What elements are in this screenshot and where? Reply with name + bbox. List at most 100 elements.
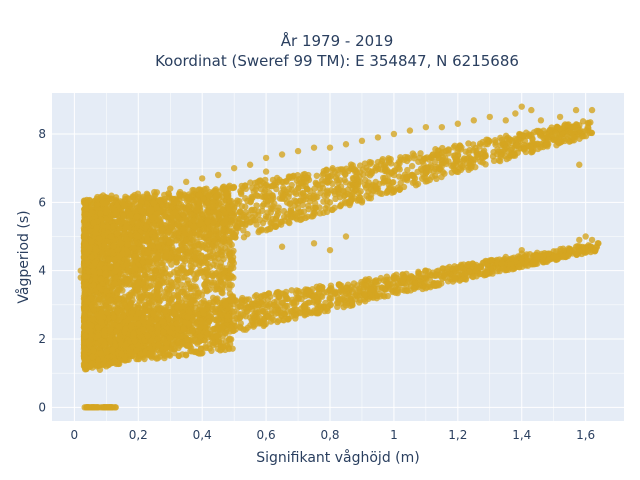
data-point: [457, 166, 465, 174]
data-point: [473, 147, 480, 155]
data-point: [240, 227, 247, 234]
data-point: [335, 299, 342, 306]
data-point: [509, 265, 516, 273]
data-point: [454, 151, 462, 158]
data-point: [331, 204, 338, 211]
data-point: [530, 129, 538, 136]
data-point: [366, 158, 373, 166]
data-point: [249, 312, 257, 319]
data-point: [234, 197, 241, 204]
data-point: [457, 161, 464, 168]
data-point: [322, 177, 329, 185]
data-point: [497, 134, 504, 142]
data-point: [438, 163, 445, 171]
data-point: [570, 133, 577, 141]
data-point: [423, 164, 430, 171]
data-point: [561, 121, 569, 128]
data-point: [466, 268, 473, 275]
data-point: [352, 295, 359, 303]
data-point: [380, 179, 387, 186]
data-point: [250, 188, 258, 195]
data-point: [268, 218, 275, 226]
data-point: [269, 192, 276, 199]
data-point: [264, 213, 272, 221]
data-point: [139, 258, 147, 266]
data-point: [322, 205, 329, 212]
data-point: [350, 189, 357, 196]
data-point: [292, 315, 299, 322]
data-point: [410, 285, 418, 293]
data-point: [250, 323, 257, 330]
data-point: [444, 265, 451, 272]
data-point: [571, 123, 578, 131]
data-point: [337, 166, 344, 173]
data-point: [432, 271, 440, 278]
data-point: [351, 195, 358, 202]
data-point: [291, 197, 298, 204]
data-point: [253, 221, 260, 228]
data-point: [467, 159, 475, 167]
data-point: [552, 129, 559, 137]
data-point: [335, 289, 342, 296]
data-point: [319, 184, 327, 192]
data-point: [576, 126, 583, 134]
data-point: [360, 171, 367, 178]
data-point: [247, 179, 254, 186]
data-point: [187, 262, 194, 270]
data-point: [395, 158, 403, 166]
data-point: [277, 308, 284, 316]
data-point: [317, 189, 324, 197]
data-point: [586, 129, 593, 137]
data-point: [262, 176, 269, 184]
data-point: [467, 164, 475, 172]
data-point: [296, 309, 304, 316]
data-point: [573, 251, 580, 258]
data-point: [438, 268, 446, 276]
data-point: [244, 217, 251, 224]
data-point: [300, 193, 307, 200]
data-point: [263, 192, 270, 200]
data-point: [396, 185, 404, 193]
data-point: [292, 190, 300, 198]
data-point: [318, 285, 325, 293]
data-point: [255, 228, 262, 236]
data-point: [362, 276, 369, 283]
data-point: [426, 276, 434, 284]
data-point: [277, 290, 284, 297]
data-point: [499, 265, 507, 272]
data-point: [293, 177, 301, 184]
data-point: [253, 202, 260, 209]
data-point: [274, 207, 281, 214]
data-point: [448, 169, 456, 176]
data-point: [441, 170, 448, 177]
data-point: [148, 281, 156, 289]
data-point: [289, 214, 297, 221]
data-point: [93, 404, 101, 411]
data-point: [265, 313, 273, 320]
data-point: [368, 293, 376, 301]
data-point: [242, 326, 249, 333]
data-point: [408, 162, 416, 170]
data-point: [317, 306, 324, 313]
data-point: [351, 166, 359, 173]
data-point: [564, 252, 572, 260]
data-point: [513, 136, 521, 143]
data-point: [545, 250, 552, 257]
data-point: [563, 133, 571, 140]
data-point: [504, 134, 512, 142]
data-point: [272, 307, 279, 314]
data-point: [527, 144, 535, 151]
data-point: [337, 202, 344, 209]
data-point: [104, 404, 111, 411]
data-point: [452, 276, 459, 283]
data-point: [323, 188, 330, 196]
data-point: [166, 334, 174, 342]
data-point: [304, 287, 311, 294]
data-point: [365, 167, 372, 174]
data-point: [178, 281, 185, 288]
data-point: [349, 288, 357, 296]
data-point: [260, 201, 267, 208]
data-point: [349, 301, 356, 308]
data-point: [483, 268, 490, 276]
